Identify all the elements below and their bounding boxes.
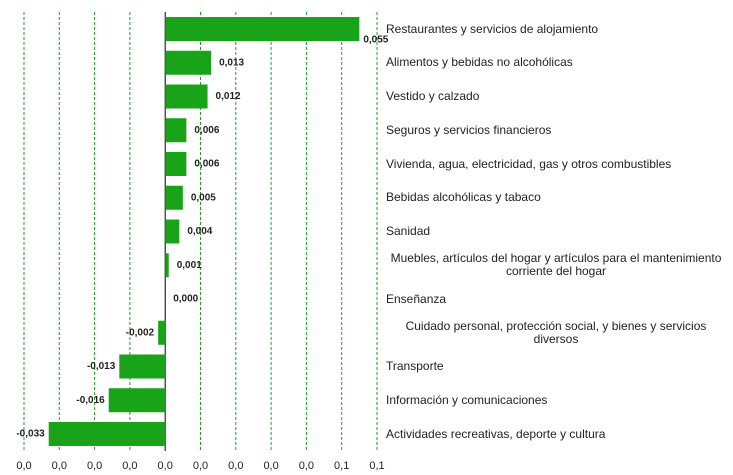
x-tick-label: 0,0 (16, 460, 31, 472)
bar (158, 320, 166, 345)
value-label: 0,012 (216, 91, 241, 102)
category-label: Vestido y calzado (386, 89, 480, 103)
x-tick-label: 0,0 (122, 460, 137, 472)
bar (165, 219, 180, 244)
value-label: 0,000 (173, 294, 198, 305)
value-label: -0,002 (126, 327, 155, 338)
category-label: Cuidado personal, protección social, y b… (405, 318, 707, 346)
bar (165, 17, 360, 41)
value-label: 0,004 (187, 226, 212, 237)
category-label: Restaurantes y servicios de alojamiento (386, 21, 599, 36)
value-label: 0,055 (363, 35, 388, 46)
category-label: Bebidas alcohólicas y tabaco (386, 190, 541, 205)
bar (165, 50, 212, 75)
bar (165, 118, 187, 143)
x-tick-label: 0,0 (299, 460, 314, 472)
bar (108, 388, 166, 413)
value-label: 0,006 (194, 125, 219, 136)
bar (165, 253, 169, 278)
value-label: -0,016 (76, 395, 105, 406)
x-tick-label: 0,0 (52, 460, 67, 472)
x-tick-label: 0,0 (158, 460, 173, 472)
x-tick-label: 0,0 (228, 460, 243, 472)
value-label: -0,013 (87, 361, 116, 372)
value-label: 0,006 (194, 159, 219, 170)
x-tick-label: 0,0 (87, 460, 102, 472)
bar (165, 185, 183, 210)
x-tick-label: 0,1 (334, 460, 349, 472)
bar (48, 422, 166, 446)
category-label: Alimentos y bebidas no alcohólicas (386, 55, 573, 70)
category-label: Muebles, artículos del hogar y artículos… (390, 251, 722, 279)
category-label: Seguros y servicios financieros (386, 122, 552, 137)
category-label: Enseñanza (386, 291, 447, 306)
category-label: Sanidad (386, 224, 431, 238)
x-tick-label: 0,0 (193, 460, 208, 472)
value-label: 0,001 (177, 260, 202, 271)
x-tick-label: 0,0 (263, 460, 278, 472)
value-label: -0,033 (16, 429, 45, 440)
value-label: 0,013 (219, 57, 244, 68)
bar (119, 354, 166, 379)
bar (165, 152, 187, 176)
category-label: Actividades recreativas, deporte y cultu… (386, 426, 606, 441)
category-label: Vivienda, agua, electricidad, gas y otro… (386, 156, 672, 171)
value-label: 0,005 (191, 192, 216, 203)
category-label: Transporte (386, 359, 444, 373)
category-label: Información y comunicaciones (386, 392, 548, 407)
x-tick-label: 0,1 (369, 460, 384, 472)
bar (165, 84, 208, 109)
